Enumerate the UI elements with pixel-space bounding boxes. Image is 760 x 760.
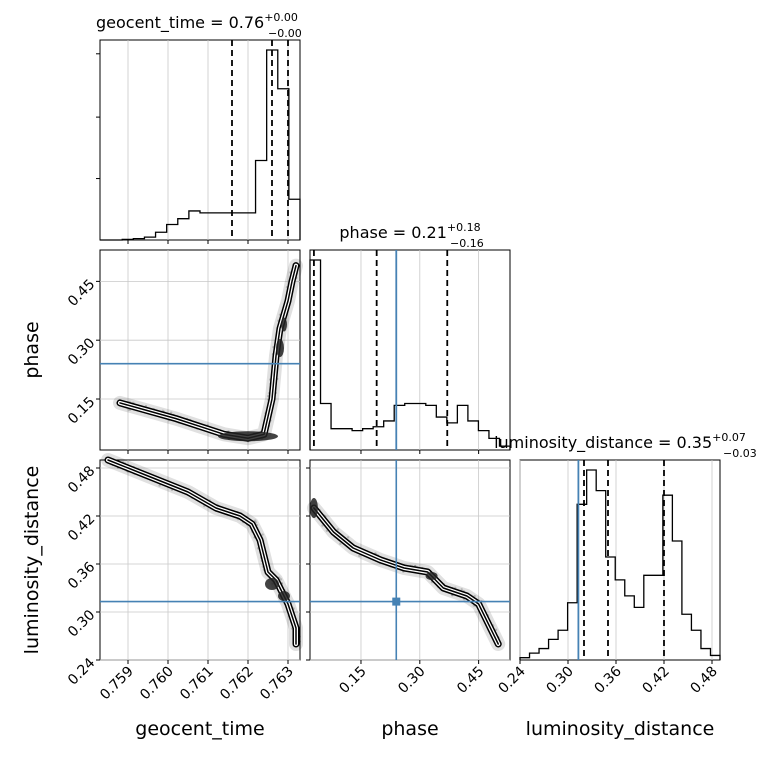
title-main: phase = 0.21 (339, 223, 446, 242)
sample-point (261, 533, 264, 536)
panel-frame (99, 39, 301, 241)
x-tick-label: 0.42 (639, 664, 672, 697)
y-axis-label: luminosity_distance (21, 466, 43, 655)
density-peak (425, 572, 438, 580)
panel-frame (309, 249, 511, 451)
histogram-step (519, 469, 721, 660)
y-tick-label: 0.15 (65, 394, 98, 427)
sample-point (346, 536, 350, 539)
x-tick-label: 0.30 (543, 664, 576, 697)
title-lower-error: −0.00 (268, 27, 302, 40)
y-axis-label: phase (21, 321, 43, 378)
histogram-step (309, 259, 511, 450)
y-tick-label: 0.36 (65, 559, 98, 592)
x-tick-label: 0.760 (137, 664, 177, 704)
y-tick-label: 0.48 (65, 463, 98, 496)
y-tick-label: 0.30 (65, 335, 98, 368)
y-tick-label: 0.24 (65, 655, 98, 688)
x-tick-label: 0.759 (97, 664, 137, 704)
truth-marker (392, 597, 401, 606)
density-peak (265, 578, 279, 590)
x-tick-label: 0.763 (257, 664, 297, 704)
title-main: luminosity_distance = 0.35 (494, 433, 712, 453)
sample-point (358, 554, 361, 558)
density-peak (281, 317, 287, 332)
sample-point (325, 529, 329, 532)
sample-point (473, 594, 476, 598)
sample-point (460, 588, 463, 591)
title-lower-error: −0.03 (723, 447, 757, 460)
y-tick-label: 0.45 (65, 276, 98, 309)
density-peak (309, 498, 318, 518)
density-peak (276, 339, 284, 358)
x-axis-label: phase (381, 718, 438, 740)
histogram-title: geocent_time = 0.76+0.00 (96, 11, 298, 33)
contour-inner (313, 507, 499, 645)
sample-point (158, 484, 161, 487)
sample-point (339, 542, 342, 546)
title-upper-error: +0.07 (712, 431, 746, 444)
histogram-title: luminosity_distance = 0.35+0.07 (494, 431, 746, 453)
panel-frame (519, 459, 721, 661)
x-axis-label: luminosity_distance (526, 718, 715, 740)
x-tick-label: 0.48 (687, 664, 720, 697)
density-peak (278, 591, 290, 601)
corner-panels (96, 39, 721, 664)
x-tick-label: 0.762 (217, 664, 257, 704)
histogram-step (100, 49, 301, 241)
x-tick-label: 0.45 (454, 664, 487, 697)
x-tick-label: 0.15 (336, 664, 369, 697)
sample-point (170, 411, 173, 414)
y-tick-label: 0.30 (65, 607, 98, 640)
title-main: geocent_time = 0.76 (96, 13, 264, 33)
title-lower-error: −0.16 (450, 237, 484, 250)
sample-point (279, 578, 283, 581)
x-tick-label: 0.761 (177, 664, 217, 704)
x-axis-label: geocent_time (135, 718, 264, 740)
x-tick-label: 0.36 (591, 663, 624, 696)
title-upper-error: +0.00 (264, 11, 298, 24)
title-upper-error: +0.18 (447, 221, 481, 234)
x-tick-label: 0.24 (495, 663, 528, 696)
sample-point (336, 528, 340, 531)
histogram-title: phase = 0.21+0.18 (339, 221, 480, 242)
density-peak (218, 431, 278, 442)
sample-point (254, 519, 257, 522)
y-tick-label: 0.42 (65, 511, 98, 544)
panel-frame (309, 459, 511, 661)
x-tick-label: 0.30 (395, 664, 428, 697)
sample-point (321, 524, 324, 527)
